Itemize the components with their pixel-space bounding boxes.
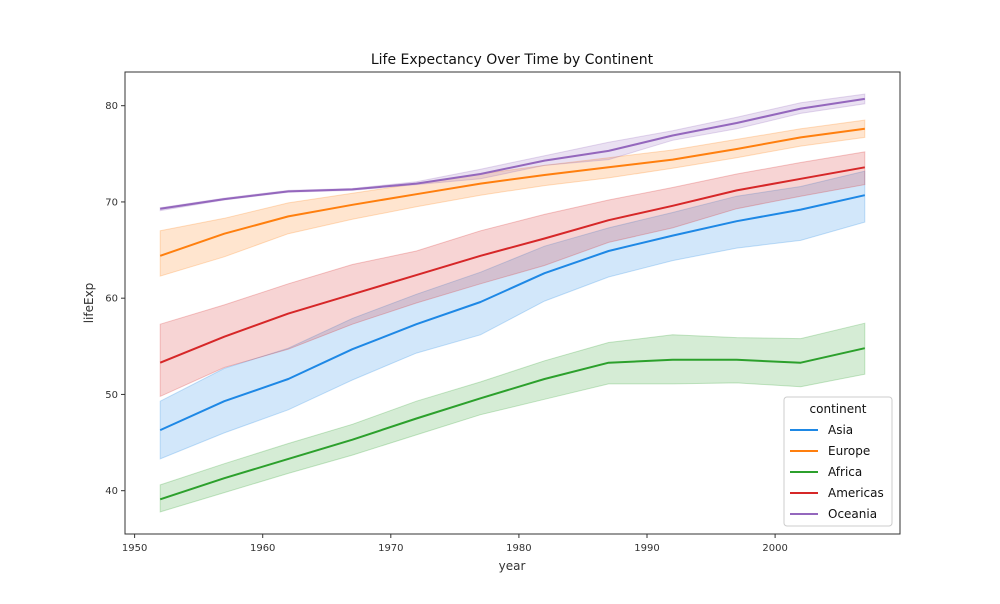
line-africa (159, 347, 866, 501)
x-tick-label: 1960 (250, 543, 275, 554)
y-tick-label: 40 (105, 486, 118, 497)
x-axis-ticks: 1950 1960 1970 1980 1990 2000 (122, 534, 788, 554)
series-lines (159, 97, 866, 501)
line-americas (159, 166, 865, 364)
y-tick-label: 60 (105, 294, 118, 305)
x-axis-label: year (499, 559, 526, 573)
plot-frame (124, 71, 901, 535)
band-americas (159, 151, 866, 398)
line-europe (159, 127, 865, 257)
line-asia (159, 194, 866, 432)
x-tick-label: 1970 (378, 543, 403, 554)
legend-label-americas: Americas (828, 486, 884, 500)
legend-label-africa: Africa (828, 465, 862, 479)
band-africa (159, 322, 866, 513)
legend-title: continent (810, 402, 867, 416)
legend-label-asia: Asia (828, 423, 853, 437)
y-axis-ticks: 40 50 60 70 80 (105, 101, 125, 497)
x-tick-label: 1990 (634, 543, 659, 554)
y-tick-label: 50 (105, 390, 118, 401)
legend: continent Asia Europe Africa Americas Oceani… (783, 396, 893, 527)
y-tick-label: 70 (105, 197, 118, 208)
line-oceania (160, 97, 865, 210)
y-tick-label: 80 (105, 101, 118, 112)
legend-label-europe: Europe (828, 444, 870, 458)
x-tick-label: 1980 (506, 543, 531, 554)
chart-title: Life Expectancy Over Time by Continent (371, 52, 654, 68)
x-tick-label: 1950 (122, 543, 147, 554)
y-axis-label: lifeExp (82, 283, 96, 324)
band-asia (159, 170, 866, 460)
x-tick-label: 2000 (762, 543, 787, 554)
legend-items: Asia Europe Africa Americas Oceania (790, 423, 884, 521)
legend-label-oceania: Oceania (828, 507, 877, 521)
